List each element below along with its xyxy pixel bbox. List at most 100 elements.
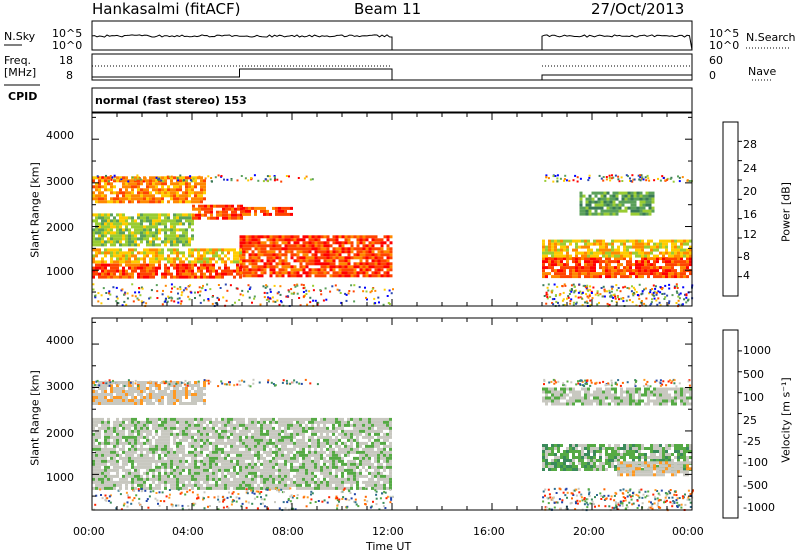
heatmap-cell [576,180,579,183]
heatmap-cell [179,269,182,273]
heatmap-cell [116,465,119,469]
heatmap-cell [152,231,155,235]
heatmap-cell [239,456,242,460]
heatmap-cell [176,219,179,223]
heatmap-cell [131,429,134,433]
heatmap-cell [236,260,239,264]
heatmap-cell [365,265,369,269]
heatmap-cell [566,263,569,267]
heatmap-cell [605,266,608,270]
heatmap-cell [320,444,323,448]
heatmap-cell [296,474,299,478]
heatmap-cell [200,179,203,183]
heatmap-cell [155,176,158,179]
heatmap-cell [113,426,116,430]
heatmap-cell [581,291,584,294]
heatmap-cell [671,263,674,267]
heatmap-cell [281,209,284,213]
heatmap-cell [642,197,646,201]
heatmap-cell [222,296,225,299]
heatmap-cell [257,259,261,263]
heatmap-cell [362,247,366,251]
heatmap-cell [311,238,315,242]
heatmap-cell [188,194,191,198]
heatmap-cell [227,251,230,255]
heatmap-cell [125,471,128,475]
heatmap-cell [603,288,606,291]
heatmap-cell [605,245,608,249]
heatmap-cell [308,256,312,260]
heatmap-cell [608,251,611,255]
heatmap-cell [362,271,366,275]
heatmap-cell [572,275,575,279]
heatmap-cell [647,239,650,243]
heatmap-cell [212,263,215,267]
heatmap-cell [152,251,155,255]
heatmap-cell [158,257,161,261]
heatmap-cell [239,477,242,481]
heatmap-cell [356,423,359,427]
heatmap-cell [335,420,338,424]
heatmap-cell [338,259,342,263]
heatmap-cell [332,238,336,242]
heatmap-cell [272,268,276,272]
heatmap-cell [656,266,659,270]
heatmap-cell [632,242,635,246]
heatmap-cell [236,423,239,427]
heatmap-cell [350,480,353,484]
heatmap-cell [353,456,356,460]
heatmap-cell [197,420,200,424]
heatmap-cell [344,420,347,424]
heatmap-cell [98,237,101,241]
heatmap-cell [302,417,305,421]
heatmap-cell [164,216,167,220]
heatmap-cell [155,191,158,195]
heatmap-cell [207,298,210,300]
heatmap-cell [665,263,668,267]
heatmap-cell [95,435,98,439]
heatmap-cell [272,450,275,454]
heatmap-cell [560,263,563,267]
heatmap-cell [128,182,131,186]
heatmap-cell [335,435,338,439]
heatmap-cell [248,429,251,433]
heatmap-cell [203,197,206,201]
heatmap-cell [107,426,110,430]
heatmap-cell [113,200,116,204]
heatmap-cell [122,251,125,255]
heatmap-cell [668,302,670,304]
heatmap-cell [251,459,254,463]
heatmap-cell [203,435,206,439]
heatmap-cell [110,182,113,186]
heatmap-cell [263,268,267,272]
heatmap-cell [173,176,176,180]
heatmap-cell [347,477,350,481]
heatmap-cell [233,426,236,430]
heatmap-cell [299,259,303,263]
heatmap-cell [554,239,557,243]
heatmap-cell [314,453,317,457]
heatmap-cell [146,266,149,270]
heatmap-cell [218,298,220,301]
heatmap-cell [302,265,306,269]
heatmap-cell [263,212,266,216]
heatmap-cell [149,486,152,490]
heatmap-cell [278,259,282,263]
heatmap-cell [275,247,279,251]
heatmap-cell [359,253,363,257]
heatmap-cell [353,480,356,484]
heatmap-cell [652,294,655,297]
heatmap-cell [176,447,179,451]
heatmap-cell [362,426,365,430]
heatmap-cell [605,248,608,252]
heatmap-cell [332,250,336,254]
heatmap-cell [320,456,323,460]
heatmap-cell [276,178,279,181]
heatmap-cell [335,486,338,490]
heatmap-cell [311,453,314,457]
heatmap-cell [603,209,607,213]
heatmap-cell [377,265,381,269]
heatmap-cell [125,269,128,273]
heatmap-cell [545,260,548,264]
heatmap-cell [109,293,112,296]
